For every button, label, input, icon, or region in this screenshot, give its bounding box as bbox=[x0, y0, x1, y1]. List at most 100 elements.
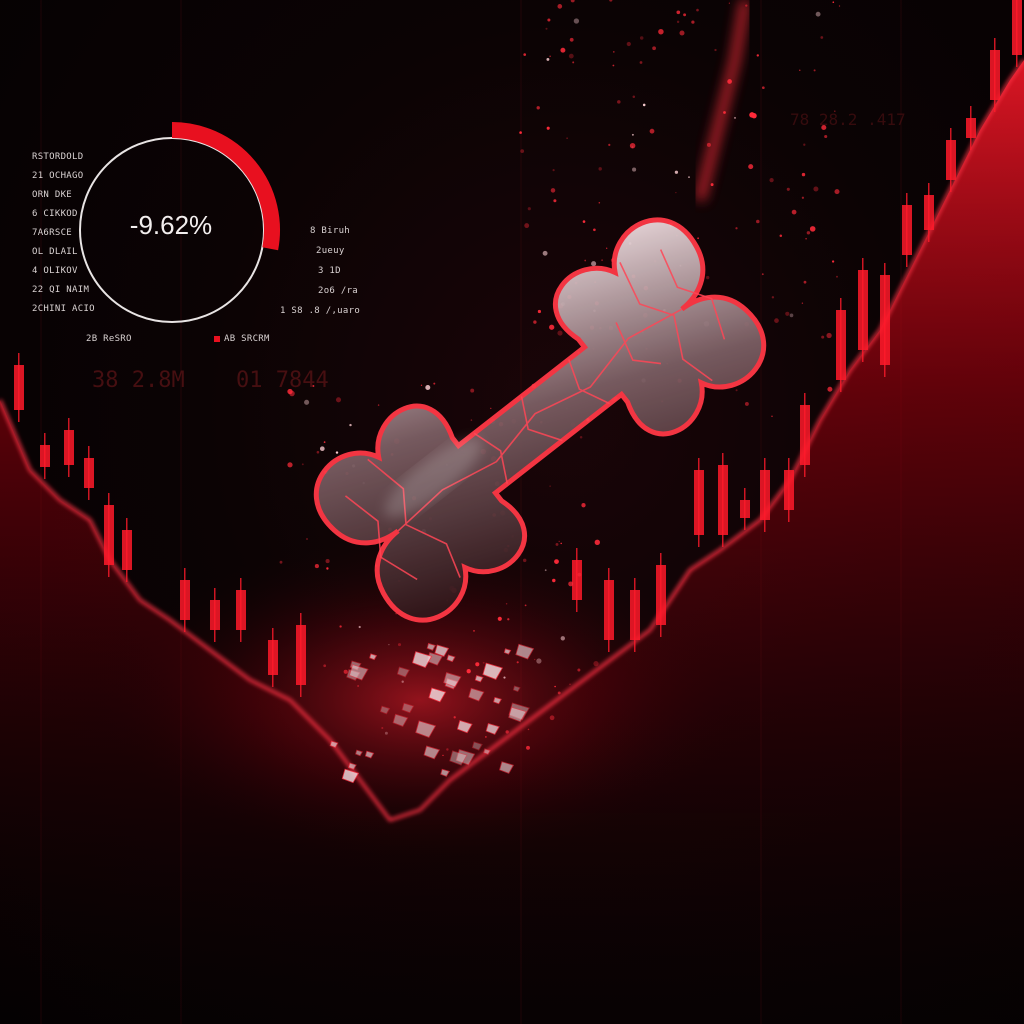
particle bbox=[522, 558, 527, 563]
particle bbox=[813, 69, 816, 72]
gauge bbox=[79, 122, 280, 323]
particle bbox=[527, 207, 531, 211]
glass-shard bbox=[423, 745, 440, 760]
red-square-icon bbox=[214, 335, 220, 342]
glass-shard bbox=[482, 662, 503, 680]
right-label: 2o6 /ra bbox=[318, 286, 359, 296]
particle bbox=[546, 57, 550, 61]
particle bbox=[834, 189, 840, 195]
particle bbox=[319, 446, 325, 452]
particle bbox=[832, 1, 835, 4]
candle-body bbox=[268, 640, 278, 675]
particle bbox=[569, 37, 574, 42]
candle-body bbox=[296, 625, 306, 685]
left-label: 2CHINI ACIO bbox=[32, 304, 95, 314]
particle bbox=[803, 280, 807, 284]
particle bbox=[301, 463, 304, 466]
glass-shard bbox=[508, 706, 527, 723]
particle bbox=[287, 462, 293, 468]
particle bbox=[801, 172, 806, 177]
particle bbox=[779, 234, 783, 238]
particle bbox=[756, 219, 760, 224]
particle bbox=[658, 28, 664, 35]
particle bbox=[534, 658, 536, 661]
particle bbox=[557, 330, 563, 336]
particle bbox=[558, 540, 560, 543]
candle-body bbox=[924, 195, 934, 230]
gauge-fill-arc bbox=[171, 122, 280, 251]
particle bbox=[612, 51, 615, 53]
particle bbox=[326, 567, 329, 570]
crash-line bbox=[0, 59, 1024, 822]
glass-shard bbox=[483, 748, 491, 755]
particle bbox=[591, 261, 597, 267]
particle bbox=[785, 311, 790, 316]
particle bbox=[550, 188, 556, 193]
particle bbox=[485, 736, 487, 738]
particle bbox=[714, 48, 717, 52]
particle bbox=[554, 685, 556, 688]
left-label: 4 OLIKOV bbox=[32, 266, 78, 276]
particle bbox=[377, 404, 380, 406]
particle bbox=[801, 196, 805, 199]
particle bbox=[470, 388, 475, 393]
particle bbox=[524, 604, 527, 607]
candle-body bbox=[572, 560, 582, 600]
particle bbox=[813, 186, 819, 192]
particle bbox=[573, 18, 580, 24]
glass-shard bbox=[347, 762, 357, 770]
particle bbox=[572, 61, 575, 64]
particle bbox=[388, 643, 390, 646]
candle-body bbox=[656, 565, 666, 625]
particle bbox=[696, 8, 699, 12]
particle bbox=[626, 41, 631, 47]
candlestick-series bbox=[14, 0, 1022, 697]
particle bbox=[557, 691, 561, 695]
particle bbox=[826, 332, 832, 339]
particle bbox=[642, 103, 646, 107]
footer-right-group: AB SRCRM bbox=[214, 334, 270, 344]
candle-body bbox=[630, 590, 640, 640]
particle bbox=[631, 133, 634, 136]
particle bbox=[505, 730, 509, 734]
particle bbox=[594, 539, 600, 545]
particle bbox=[557, 4, 563, 9]
particle bbox=[748, 164, 754, 170]
particle bbox=[821, 124, 827, 131]
left-label: RSTORDOLD bbox=[32, 152, 84, 162]
particle bbox=[560, 47, 566, 53]
candle-body bbox=[604, 580, 614, 640]
particle bbox=[710, 183, 714, 187]
particle bbox=[524, 223, 530, 229]
particle bbox=[676, 10, 681, 15]
glass-shard bbox=[499, 761, 515, 774]
particle bbox=[735, 389, 738, 392]
particle bbox=[761, 273, 764, 276]
particle bbox=[820, 36, 824, 39]
particle bbox=[815, 11, 821, 17]
particle bbox=[549, 715, 555, 721]
particle bbox=[582, 220, 586, 223]
particle bbox=[761, 86, 765, 90]
particle bbox=[349, 423, 352, 427]
candle-body bbox=[694, 470, 704, 535]
particle bbox=[433, 382, 436, 385]
glass-shard bbox=[412, 651, 433, 669]
candle-body bbox=[740, 500, 750, 518]
candle-body bbox=[858, 270, 868, 350]
particle bbox=[774, 318, 779, 323]
shattered-bone-icon bbox=[313, 217, 767, 623]
particle bbox=[608, 143, 611, 147]
glass-shard bbox=[474, 674, 484, 683]
particle bbox=[679, 30, 685, 36]
energy-streak bbox=[695, 0, 750, 202]
particle bbox=[579, 436, 583, 439]
particle bbox=[425, 385, 431, 390]
particle bbox=[560, 636, 565, 641]
left-label: 7A6RSCE bbox=[32, 228, 73, 238]
particle bbox=[566, 137, 568, 140]
footer-right-label: AB SRCRM bbox=[224, 334, 270, 344]
particle bbox=[542, 250, 548, 256]
particle bbox=[546, 126, 550, 130]
